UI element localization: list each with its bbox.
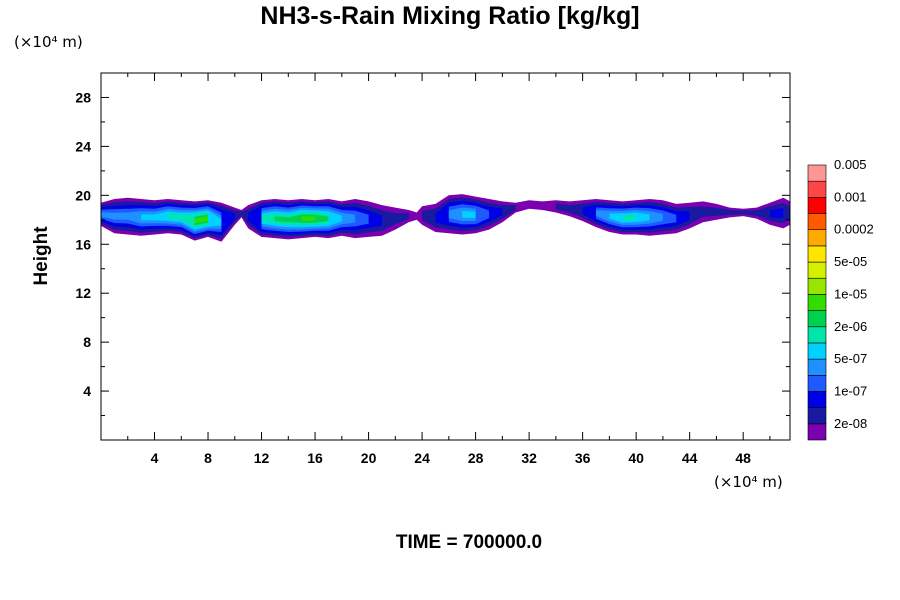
y-tick-label: 8 [83,334,91,350]
x-tick-label: 8 [204,450,212,466]
colorbar-swatch [807,310,827,328]
x-tick-label: 32 [521,450,537,466]
contour-level-5-0 [462,210,476,218]
colorbar-swatch [807,197,827,214]
colorbar-label: 5e-07 [834,351,867,366]
contour-level-7-0 [274,214,329,223]
y-tick-label: 4 [83,383,91,399]
colorbar-swatch [807,294,827,311]
colorbar-swatch [807,229,827,247]
colorbar-swatch [807,261,827,279]
colorbar-swatch [807,164,827,182]
colorbar-swatch [807,374,827,392]
contour-field [101,194,790,242]
colorbar-label: 0.0002 [834,222,874,237]
colorbar-swatch [807,342,827,360]
colorbar-swatch [807,245,827,263]
colorbar-label: 1e-05 [834,286,867,301]
x-tick-label: 20 [361,450,377,466]
y-tick-label: 16 [75,236,91,252]
x-tick-label: 16 [307,450,323,466]
y-tick-label: 28 [75,89,91,105]
colorbar-swatch [807,326,827,344]
y-axis-unit: (×10⁴ m) [14,33,83,51]
colorbar-swatch [807,423,827,441]
colorbar-swatch [807,213,827,231]
colorbar-swatch [807,358,827,376]
x-tick-label: 28 [468,450,484,466]
plot-frame [100,72,791,441]
colorbar: 2e-08 1e-07 5e-07 2e-06 1e-05 5e-05 0.0002 0.00… [807,157,874,441]
x-tick-label: 40 [628,450,644,466]
colorbar-label: 2e-08 [834,416,867,431]
colorbar-label: 2e-06 [834,319,867,334]
y-tick-label: 12 [75,285,91,301]
colorbar-label: 0.001 [834,189,867,204]
colorbar-label: 5e-05 [834,254,867,269]
x-tick-label: 48 [735,450,751,466]
contour-level-8-0 [194,216,208,224]
y-tick-label: 24 [75,138,91,154]
colorbar-label: 1e-07 [834,383,867,398]
colorbar-swatch [807,407,827,425]
contour-level-2-0 [769,208,784,219]
x-tick-label: 12 [254,450,270,466]
contour-level-8-0 [301,216,316,221]
chart-title: NH3-s-Rain Mixing Ratio [kg/kg] [260,2,640,30]
colorbar-swatch [807,391,827,408]
time-label: TIME = 700000.0 [395,532,543,553]
colorbar-label: 0.005 [834,157,867,172]
y-tick-label: 20 [75,187,91,203]
x-tick-label: 36 [575,450,591,466]
x-tick-label: 44 [682,450,698,466]
x-tick-label: 24 [414,450,430,466]
x-axis-unit: (×10⁴ m) [714,473,783,491]
colorbar-swatch [807,277,827,295]
x-tick-label: 4 [151,450,159,466]
colorbar-swatch [807,180,827,198]
contour-level-6-0 [622,214,637,221]
